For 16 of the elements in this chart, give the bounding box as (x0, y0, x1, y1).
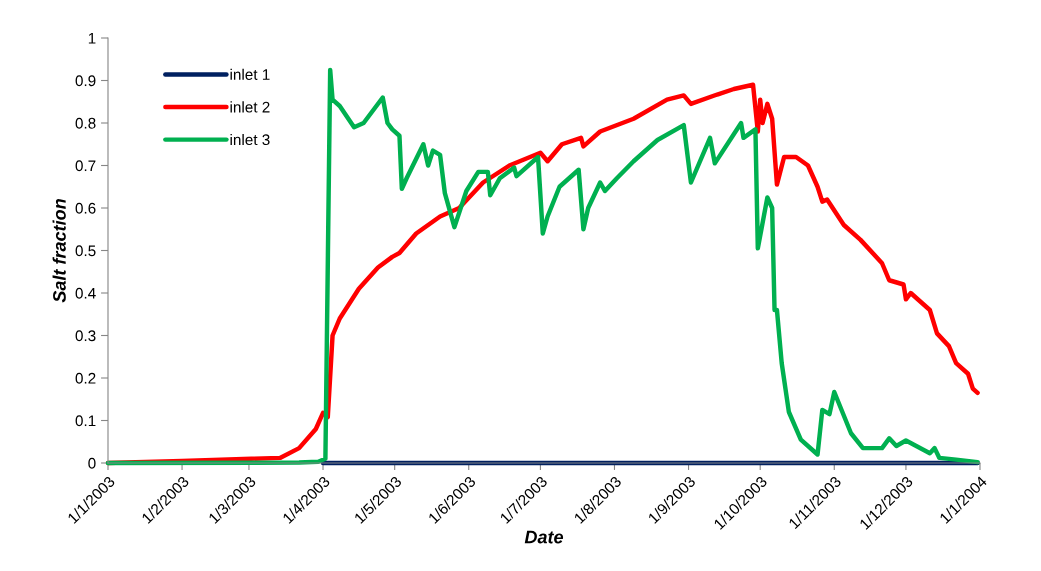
legend-label: inlet 1 (230, 68, 270, 80)
y-tick-label: 0 (88, 457, 96, 469)
y-tick-label: 0.7 (75, 160, 96, 172)
y-tick-label: 0.1 (75, 415, 96, 427)
legend-label: inlet 3 (230, 133, 270, 146)
y-tick-label: 0.3 (75, 330, 96, 342)
y-tick-label: 0.2 (75, 372, 96, 384)
y-tick-label: 0.6 (75, 202, 96, 214)
y-tick-label: 0.5 (75, 245, 96, 257)
y-tick-label: 0.9 (75, 75, 96, 87)
y-tick-label: 0.8 (75, 117, 96, 129)
y-tick-label: 0.4 (75, 287, 96, 299)
legend-label: inlet 2 (230, 101, 270, 113)
y-tick-label: 1 (88, 33, 96, 44)
y-axis-title: Salt fraction (52, 199, 66, 303)
x-axis-title: Date (524, 530, 564, 544)
